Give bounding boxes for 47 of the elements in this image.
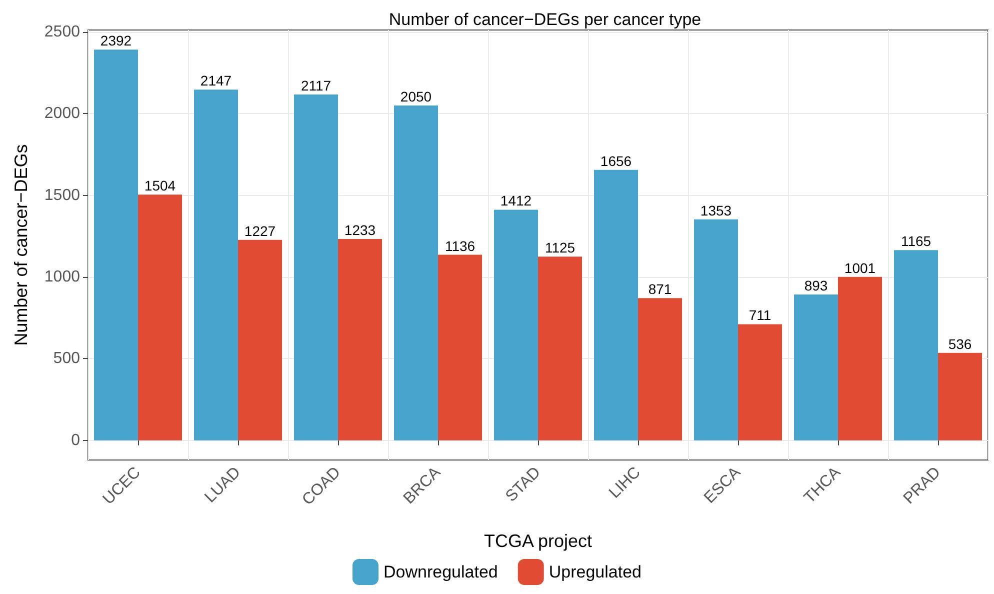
data-label: 1001: [844, 260, 876, 276]
data-label: 2050: [400, 88, 432, 104]
data-label: 1165: [900, 233, 932, 250]
bar: [394, 105, 438, 440]
data-label: 1233: [344, 222, 376, 238]
data-label: 2392: [100, 32, 132, 49]
bar: [238, 240, 282, 440]
data-label: 1136: [444, 238, 476, 254]
data-label: 2117: [300, 78, 332, 94]
legend-label: Upregulated: [548, 562, 642, 582]
bar: [694, 219, 738, 440]
bar: [738, 324, 782, 440]
bar: [338, 238, 382, 440]
y-tick-label: 0: [71, 432, 80, 449]
bar: [494, 210, 538, 440]
bar: [594, 170, 638, 440]
data-label: 893: [804, 278, 828, 294]
y-axis-title: Number of cancer−DEGs: [11, 144, 31, 346]
x-axis-title: TCGA project: [484, 531, 592, 551]
data-label: 871: [648, 281, 672, 298]
data-label: 536: [948, 336, 972, 352]
y-tick-label: 500: [53, 350, 80, 368]
bar: [194, 90, 238, 440]
y-tick-label: 2500: [44, 23, 80, 40]
y-tick-label: 1000: [44, 268, 80, 286]
data-label: 711: [748, 307, 772, 324]
y-tick-label: 1500: [44, 186, 80, 204]
data-label: 1125: [544, 240, 576, 256]
bar: [638, 298, 682, 440]
y-tick-label: 2000: [44, 105, 80, 122]
bar: [538, 256, 582, 440]
bar: [894, 250, 938, 440]
data-label: 1412: [500, 192, 532, 209]
bar: [138, 194, 182, 440]
data-label: 1227: [244, 222, 276, 239]
bar: [938, 352, 982, 440]
bar: [438, 254, 482, 440]
data-label: 1504: [144, 178, 176, 194]
chart-title: Number of cancer−DEGs per cancer type: [388, 10, 702, 29]
legend-label: Downregulated: [384, 562, 498, 582]
bar: [294, 94, 338, 440]
data-label: 1656: [600, 152, 632, 169]
data-label: 2147: [200, 72, 232, 89]
bar: [838, 276, 882, 440]
bar: [94, 50, 138, 440]
data-label: 1353: [700, 202, 732, 218]
bar: [794, 294, 838, 440]
